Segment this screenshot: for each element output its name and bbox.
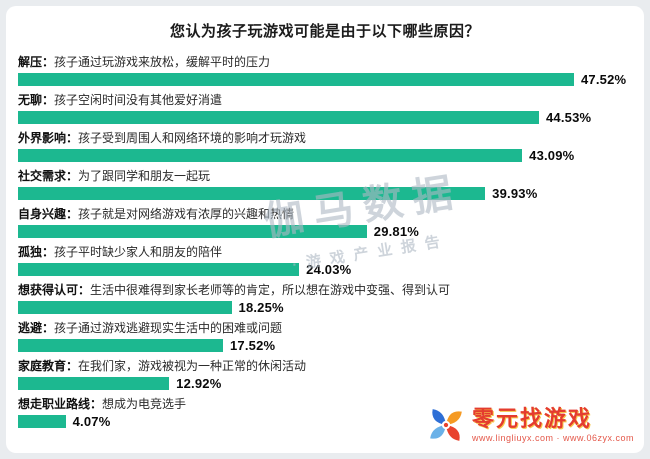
bar bbox=[18, 187, 486, 200]
bar-track: 24.03% bbox=[18, 262, 632, 277]
bar bbox=[18, 377, 170, 390]
bar-label: 想走职业路线：想成为电竞选手 bbox=[18, 397, 187, 411]
bar-value: 47.52% bbox=[580, 72, 627, 87]
bar-value: 43.09% bbox=[529, 148, 575, 163]
bar-label: 无聊：孩子空闲时间没有其他爱好消遣 bbox=[18, 93, 223, 107]
bar-label: 解压：孩子通过玩游戏来放松，缓解平时的压力 bbox=[18, 55, 271, 69]
bar-row: 想获得认可：生活中很难得到家长老师等的肯定，所以想在游戏中变强、得到认可 18.2… bbox=[18, 283, 632, 315]
bar-label: 社交需求：为了跟同学和朋友一起玩 bbox=[18, 169, 211, 183]
bar-track: 44.53% bbox=[18, 110, 632, 125]
bar bbox=[18, 339, 223, 352]
bar-value: 17.52% bbox=[229, 338, 276, 353]
bar-value: 39.93% bbox=[492, 186, 538, 201]
bar-row: 家庭教育：在我们家，游戏被视为一种正常的休闲活动 12.92% bbox=[18, 359, 632, 391]
brand-name: 零元找游戏 bbox=[471, 406, 592, 431]
bar-label: 想获得认可：生活中很难得到家长老师等的肯定，所以想在游戏中变强、得到认可 bbox=[18, 283, 451, 297]
bar-track: 4.07% bbox=[18, 414, 632, 429]
bar-track: 47.52% bbox=[18, 72, 632, 87]
brand-text-block: 零元找游戏 www.lingliuyx.com · www.06zyx.com bbox=[471, 406, 634, 444]
bar bbox=[18, 149, 523, 162]
bar-value: 24.03% bbox=[306, 262, 352, 277]
bar-value: 4.07% bbox=[72, 414, 111, 429]
bar-row: 解压：孩子通过玩游戏来放松，缓解平时的压力 47.52% bbox=[18, 55, 632, 87]
bar-row: 社交需求：为了跟同学和朋友一起玩 39.93% bbox=[18, 169, 632, 201]
bar-track: 18.25% bbox=[18, 300, 632, 315]
bar bbox=[18, 225, 367, 238]
bar bbox=[18, 263, 300, 276]
bar-row: 无聊：孩子空闲时间没有其他爱好消遣 44.53% bbox=[18, 93, 632, 125]
brand-urls: www.lingliuyx.com · www.06zyx.com bbox=[471, 433, 634, 443]
pinwheel-logo-icon bbox=[430, 409, 462, 441]
chart-card: 您认为孩子玩游戏可能是由于以下哪些原因？ 解压：孩子通过玩游戏来放松，缓解平时的… bbox=[6, 6, 644, 453]
bar-track: 39.93% bbox=[18, 186, 632, 201]
bar-label: 孤独：孩子平时缺少家人和朋友的陪伴 bbox=[18, 245, 223, 259]
bar-row: 自身兴趣：孩子就是对网络游戏有浓厚的兴趣和热情 29.81% bbox=[18, 207, 632, 239]
bar-label: 外界影响：孩子受到周围人和网络环境的影响才玩游戏 bbox=[18, 131, 307, 145]
bar-row: 逃避：孩子通过游戏逃避现实生活中的困难或问题 17.52% bbox=[18, 321, 632, 353]
bar-row: 想走职业路线：想成为电竞选手 4.07% bbox=[18, 397, 632, 429]
bar-track: 17.52% bbox=[18, 338, 632, 353]
brand-footer: 零元找游戏 www.lingliuyx.com · www.06zyx.com bbox=[426, 405, 634, 445]
bar-row: 孤独：孩子平时缺少家人和朋友的陪伴 24.03% bbox=[18, 245, 632, 277]
bar-label: 家庭教育：在我们家，游戏被视为一种正常的休闲活动 bbox=[18, 359, 307, 373]
bar-value: 44.53% bbox=[546, 110, 592, 125]
bar-value: 12.92% bbox=[176, 376, 222, 391]
bar bbox=[18, 111, 539, 124]
bar-value: 18.25% bbox=[238, 300, 284, 315]
bar-track: 12.92% bbox=[18, 376, 632, 391]
bar bbox=[18, 73, 574, 86]
bar-label: 自身兴趣：孩子就是对网络游戏有浓厚的兴趣和热情 bbox=[18, 207, 295, 221]
bar-label: 逃避：孩子通过游戏逃避现实生活中的困难或问题 bbox=[18, 321, 283, 335]
bar-track: 29.81% bbox=[18, 224, 632, 239]
chart-title: 您认为孩子玩游戏可能是由于以下哪些原因？ bbox=[169, 23, 480, 40]
bar-chart: 解压：孩子通过玩游戏来放松，缓解平时的压力 47.52% 无聊：孩子空闲时间没有其他… bbox=[18, 55, 632, 429]
bar-value: 29.81% bbox=[373, 224, 420, 239]
bar-row: 外界影响：孩子受到周围人和网络环境的影响才玩游戏 43.09% bbox=[18, 131, 632, 163]
bar-track: 43.09% bbox=[18, 148, 632, 163]
bar bbox=[18, 415, 66, 428]
bar bbox=[18, 301, 232, 314]
